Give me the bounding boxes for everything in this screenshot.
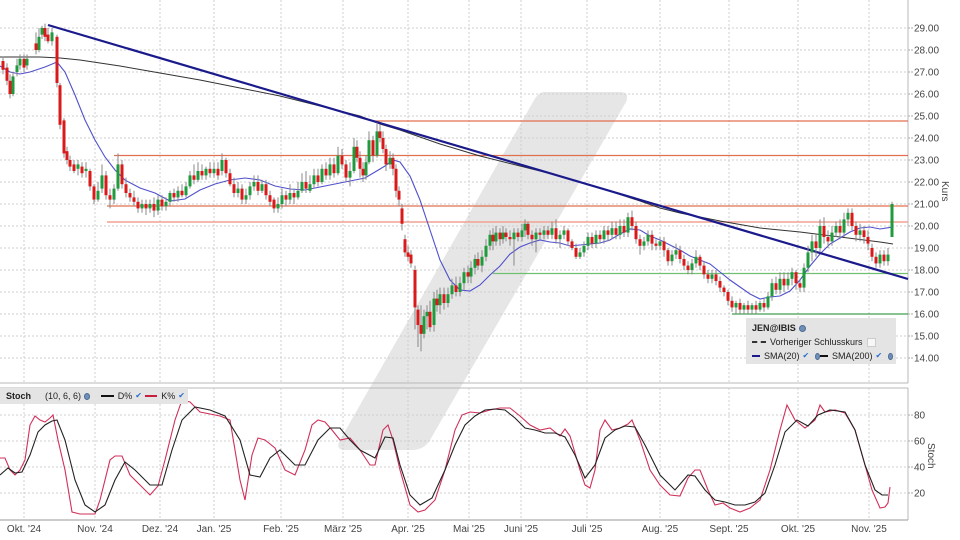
resistance-lines <box>107 120 908 223</box>
price-y-tick: 28.00 <box>914 46 939 57</box>
sma20-swatch <box>752 355 760 357</box>
stoch-y-tick: 20 <box>914 489 926 500</box>
k-checkbox[interactable]: ✔ <box>178 391 185 400</box>
price-y-tick: 25.00 <box>914 112 939 123</box>
price-y-tick: 27.00 <box>914 68 939 79</box>
legend-prev-close: Vorheriger Schlusskurs <box>770 337 863 347</box>
sma20-line <box>0 61 894 300</box>
x-axis-label: Jan. '25 <box>197 524 232 535</box>
stoch-params: (10, 6, 6) <box>45 391 82 401</box>
sma200-checkbox[interactable]: ✔ <box>875 351 883 360</box>
sma200-line <box>0 56 894 245</box>
price-y-tick: 18.00 <box>914 266 939 277</box>
stoch-y-tick: 60 <box>914 437 926 448</box>
legend-sma200: SMA(200) <box>831 351 873 361</box>
price-y-axis: 29.00 28.00 27.00 26.00 25.00 24.00 23.00 22.00… <box>908 24 939 365</box>
stoch-y-tick: 80 <box>914 411 926 422</box>
candlesticks <box>1 23 894 352</box>
watermark-logo <box>338 92 628 450</box>
legend-k: K% <box>161 391 176 401</box>
price-y-tick: 29.00 <box>914 24 939 35</box>
prev-close-checkbox[interactable] <box>866 337 876 347</box>
stoch-y-tick: 40 <box>914 463 926 474</box>
price-y-tick: 17.00 <box>914 288 939 299</box>
stoch-y-axis-label: Stoch <box>925 443 936 469</box>
x-axis-label: Apr. '25 <box>391 524 425 535</box>
x-axis-label: Okt. '24 <box>7 524 42 535</box>
stoch-d-line <box>0 406 888 513</box>
stoch-legend: Stoch (10, 6, 6) D% ✔ K% ✔ <box>0 388 188 404</box>
stoch-gridlines <box>0 414 908 494</box>
price-y-tick: 26.00 <box>914 90 939 101</box>
price-pane: 29.00 28.00 27.00 26.00 25.00 24.00 23.00 22.00… <box>0 0 950 384</box>
x-axis-label: Feb. '25 <box>263 524 299 535</box>
stoch-y-axis: 80 60 40 20 <box>908 411 926 500</box>
stoch-settings-icon[interactable] <box>84 392 91 400</box>
x-axis-label: Juli '25 <box>572 524 603 535</box>
x-axis-label: Aug. '25 <box>642 524 679 535</box>
x-axis: Okt. '24 Nov. '24 Dez. '24 Jan. '25 Feb. '25… <box>7 524 887 535</box>
sma20-checkbox[interactable]: ✔ <box>802 351 810 360</box>
support-lines <box>493 272 908 315</box>
price-gridlines <box>0 27 908 359</box>
legend-d: D% <box>117 391 133 401</box>
price-y-tick: 14.00 <box>914 354 939 365</box>
d-checkbox[interactable]: ✔ <box>135 391 142 400</box>
price-y-tick: 16.00 <box>914 310 939 321</box>
x-axis-label: Mai '25 <box>453 524 485 535</box>
downtrend-line <box>47 23 909 281</box>
price-y-tick: 19.00 <box>914 244 939 255</box>
price-y-tick: 23.00 <box>914 156 939 167</box>
x-axis-label: Dez. '24 <box>142 524 179 535</box>
x-axis-label: Nov. '25 <box>851 524 887 535</box>
stoch-title: Stoch <box>6 391 32 401</box>
x-axis-label: Sept. '25 <box>709 524 749 535</box>
x-axis-label: Okt. '25 <box>781 524 816 535</box>
price-y-tick: 22.00 <box>914 178 939 189</box>
price-legend: JEN@IBIS Vorheriger Schlusskurs SMA(20) … <box>746 318 896 364</box>
d-swatch <box>101 395 114 397</box>
stoch-pane: 80 60 40 20 Stoch <box>0 387 936 521</box>
price-y-tick: 21.00 <box>914 200 939 211</box>
k-swatch <box>144 395 158 397</box>
symbol-settings-icon[interactable] <box>798 324 806 332</box>
price-y-axis-label: Kurs <box>939 181 950 202</box>
legend-sma20: SMA(20) <box>763 351 800 361</box>
sma20-settings-icon[interactable] <box>815 352 820 360</box>
price-y-tick: 24.00 <box>914 134 939 145</box>
x-axis-label: Juni '25 <box>504 524 539 535</box>
x-axis-label: März '25 <box>324 524 362 535</box>
sma200-swatch <box>820 355 828 357</box>
sma200-settings-icon[interactable] <box>888 352 893 360</box>
prev-close-swatch <box>752 341 766 343</box>
x-axis-label: Nov. '24 <box>77 524 113 535</box>
stoch-k-line <box>0 399 891 515</box>
legend-symbol: JEN@IBIS <box>752 323 796 333</box>
price-y-tick: 20.00 <box>914 222 939 233</box>
price-y-tick: 15.00 <box>914 332 939 343</box>
